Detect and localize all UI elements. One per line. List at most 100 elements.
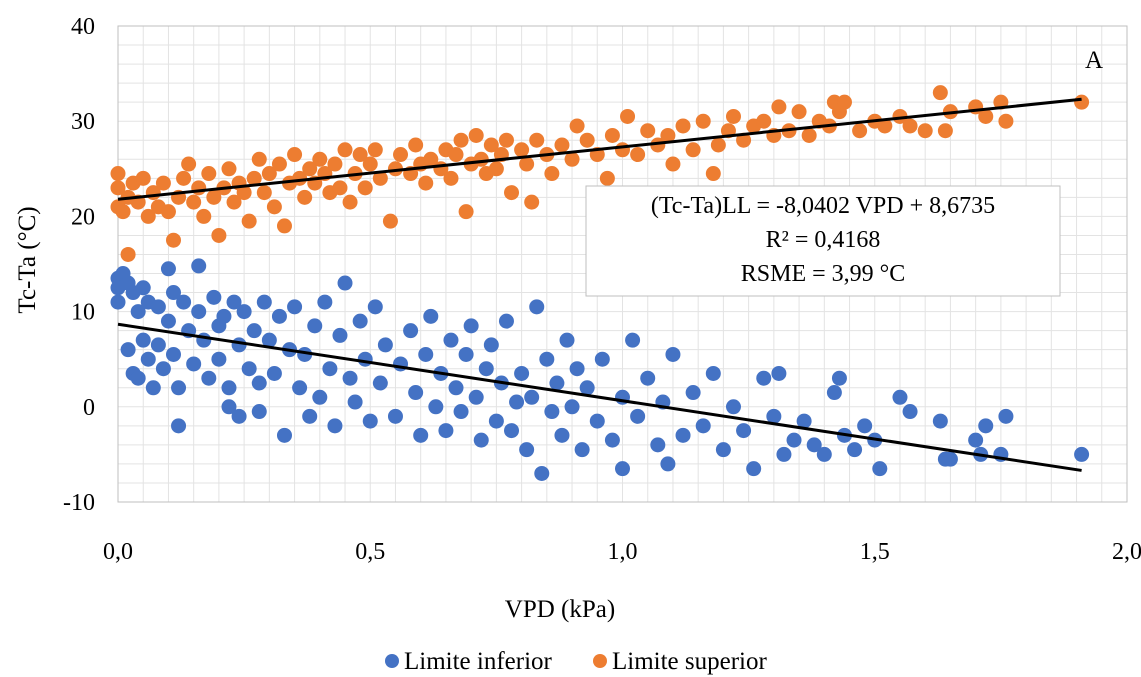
data-point-limite-superior	[458, 204, 474, 220]
data-point-limite-inferior	[160, 313, 176, 329]
data-point-limite-inferior	[256, 294, 272, 310]
data-point-limite-superior	[302, 161, 318, 177]
data-point-limite-superior	[372, 170, 388, 186]
legend-marker-limite-inferior	[385, 654, 399, 668]
data-point-limite-superior	[115, 204, 131, 220]
data-point-limite-inferior	[1074, 446, 1090, 462]
data-point-limite-inferior	[191, 258, 207, 274]
grid-lines	[117, 25, 1128, 503]
data-point-limite-inferior	[872, 461, 888, 477]
data-point-limite-superior	[725, 108, 741, 124]
data-point-limite-superior	[140, 208, 156, 224]
data-point-limite-superior	[120, 246, 136, 262]
data-point-limite-superior	[453, 132, 469, 148]
data-point-limite-inferior	[362, 413, 378, 429]
data-point-limite-superior	[917, 123, 933, 139]
data-point-limite-superior	[579, 132, 595, 148]
data-point-limite-superior	[448, 147, 464, 163]
data-point-limite-inferior	[327, 418, 343, 434]
data-point-limite-superior	[468, 127, 484, 143]
data-point-limite-inferior	[261, 332, 277, 348]
data-point-limite-inferior	[665, 346, 681, 362]
data-point-limite-superior	[736, 132, 752, 148]
data-point-limite-superior	[155, 175, 171, 191]
data-point-limite-inferior	[231, 408, 247, 424]
data-point-limite-inferior	[251, 375, 267, 391]
data-point-limite-superior	[488, 161, 504, 177]
data-point-limite-superior	[160, 204, 176, 220]
data-point-limite-inferior	[625, 332, 641, 348]
legend: Limite inferior Limite superior	[385, 648, 767, 675]
data-point-limite-inferior	[756, 370, 772, 386]
data-point-limite-inferior	[292, 380, 308, 396]
data-point-limite-inferior	[276, 427, 292, 443]
rsme-line: RSME = 3,99 °C	[741, 261, 906, 287]
data-point-limite-inferior	[675, 427, 691, 443]
x-tick-label: 0,5	[355, 539, 385, 565]
data-point-limite-superior	[771, 99, 787, 115]
data-point-limite-inferior	[736, 423, 752, 439]
plot-area-border	[117, 25, 1128, 503]
x-tick-label: 2,0	[1112, 539, 1141, 565]
data-point-limite-inferior	[403, 323, 419, 339]
data-point-limite-inferior	[176, 294, 192, 310]
data-point-limite-inferior	[206, 289, 222, 305]
data-point-limite-inferior	[514, 365, 530, 381]
data-point-limite-inferior	[776, 446, 792, 462]
data-point-limite-inferior	[826, 385, 842, 401]
data-point-limite-superior	[443, 170, 459, 186]
data-point-limite-inferior	[539, 351, 555, 367]
data-point-limite-inferior	[332, 327, 348, 343]
data-point-limite-inferior	[418, 346, 434, 362]
data-point-limite-inferior	[857, 418, 873, 434]
data-point-limite-superior	[312, 151, 328, 167]
y-tick-label: 30	[71, 109, 95, 135]
data-point-limite-superior	[554, 137, 570, 153]
data-point-limite-superior	[382, 213, 398, 229]
data-point-limite-superior	[710, 137, 726, 153]
data-point-limite-superior	[332, 180, 348, 196]
data-point-limite-superior	[357, 180, 373, 196]
data-point-limite-inferior	[604, 432, 620, 448]
data-point-limite-inferior	[524, 389, 540, 405]
data-point-limite-superior	[791, 104, 807, 120]
y-tick-label: -10	[63, 490, 95, 516]
data-point-limite-superior	[297, 189, 313, 205]
data-point-limite-inferior	[509, 394, 525, 410]
data-point-limite-superior	[836, 94, 852, 110]
data-point-limite-superior	[483, 137, 499, 153]
data-point-limite-superior	[201, 166, 217, 182]
x-tick-label: 1,0	[608, 539, 638, 565]
data-point-limite-superior	[110, 166, 126, 182]
data-point-limite-inferior	[488, 413, 504, 429]
data-point-limite-superior	[498, 132, 514, 148]
data-point-limite-inferior	[357, 351, 373, 367]
data-point-limite-superior	[393, 147, 409, 163]
data-point-limite-superior	[675, 118, 691, 134]
data-point-limite-superior	[660, 127, 676, 143]
data-point-limite-inferior	[251, 404, 267, 420]
data-point-limite-inferior	[725, 399, 741, 415]
data-point-limite-superior	[176, 170, 192, 186]
trend-line-limite-inferior	[117, 322, 1082, 472]
data-point-limite-inferior	[287, 299, 303, 315]
data-point-limite-inferior	[408, 385, 424, 401]
data-point-limite-superior	[246, 170, 262, 186]
data-point-limite-superior	[932, 85, 948, 101]
legend-label-limite-inferior: Limite inferior	[404, 648, 553, 675]
equation-box-frame	[585, 185, 1061, 297]
data-point-limite-inferior	[786, 432, 802, 448]
data-point-limite-inferior	[130, 370, 146, 386]
y-axis-title: Tc-Ta (°C)	[14, 206, 41, 313]
data-point-limite-superior	[181, 156, 197, 172]
data-point-limite-inferior	[196, 332, 212, 348]
data-point-limite-superior	[756, 113, 772, 129]
equation-line: (Tc-Ta)LL = -8,0402 VPD + 8,6735	[651, 193, 995, 219]
data-point-limite-inferior	[246, 323, 262, 339]
data-point-limite-superior	[650, 137, 666, 153]
x-tick-labels: 0,0 0,5 1,0 1,5 2,0	[103, 539, 1141, 565]
data-point-limite-inferior	[498, 313, 514, 329]
data-point-limite-inferior	[312, 389, 328, 405]
data-point-limite-superior	[241, 213, 257, 229]
data-point-limite-superior	[236, 185, 252, 201]
